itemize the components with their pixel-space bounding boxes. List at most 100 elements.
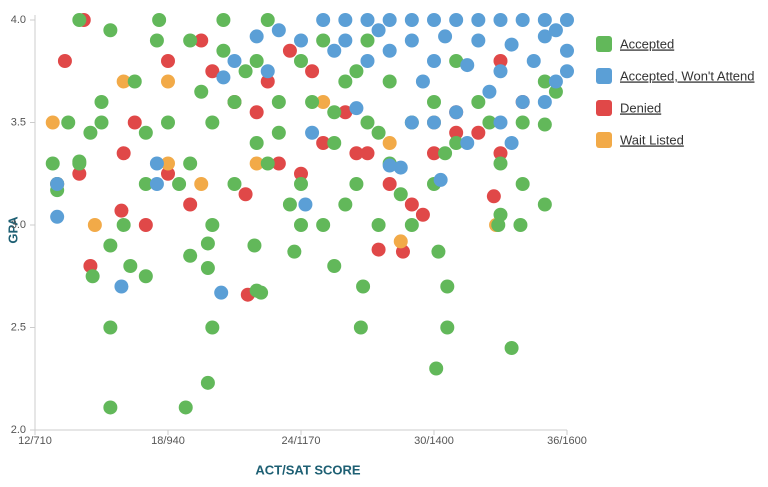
- legend-label[interactable]: Denied: [620, 100, 661, 115]
- legend-item[interactable]: Denied: [596, 100, 661, 116]
- point: [449, 13, 464, 27]
- point: [493, 146, 508, 161]
- point: [548, 84, 563, 99]
- point: [183, 197, 198, 212]
- point: [548, 74, 563, 89]
- point: [360, 33, 375, 48]
- legend-swatch: [596, 132, 612, 148]
- point: [493, 207, 508, 222]
- point: [382, 177, 397, 191]
- point: [200, 375, 215, 390]
- point: [249, 54, 264, 68]
- legend-label[interactable]: Accepted, Won't Attend: [620, 68, 755, 83]
- point: [316, 136, 331, 150]
- point: [449, 105, 464, 120]
- point: [216, 13, 231, 27]
- point: [327, 43, 342, 58]
- point: [349, 64, 364, 79]
- point: [172, 177, 187, 191]
- point: [427, 54, 441, 68]
- y-tick-label: 4.0: [11, 14, 26, 26]
- point: [526, 54, 541, 68]
- legend-swatch: [596, 100, 612, 116]
- point: [493, 115, 508, 130]
- point: [249, 136, 264, 150]
- point: [449, 54, 464, 68]
- point: [460, 136, 475, 150]
- point: [282, 43, 297, 58]
- point: [287, 244, 302, 259]
- point: [87, 218, 102, 232]
- point: [515, 177, 530, 191]
- point: [537, 29, 552, 44]
- point: [271, 125, 286, 140]
- point: [382, 158, 397, 173]
- point: [103, 320, 118, 335]
- legend-label[interactable]: Wait Listed: [620, 132, 684, 147]
- point: [45, 156, 60, 171]
- point: [360, 115, 375, 130]
- point: [356, 279, 371, 294]
- point: [316, 13, 331, 27]
- point: [327, 105, 342, 120]
- point: [338, 197, 353, 212]
- point: [427, 95, 441, 109]
- legend-item[interactable]: Accepted, Won't Attend: [596, 68, 755, 84]
- point: [471, 13, 486, 27]
- point: [404, 115, 419, 130]
- legend-item[interactable]: Accepted: [596, 36, 674, 52]
- point: [238, 187, 253, 202]
- point: [349, 101, 364, 116]
- point: [72, 166, 87, 181]
- point: [460, 58, 475, 73]
- y-tick-label: 2.0: [11, 424, 26, 436]
- point: [127, 74, 142, 89]
- point: [238, 64, 253, 79]
- point: [338, 33, 353, 48]
- point: [537, 197, 552, 212]
- point: [316, 95, 331, 109]
- point: [431, 244, 446, 259]
- point: [493, 64, 508, 79]
- point: [371, 125, 386, 140]
- point: [216, 70, 231, 85]
- point: [249, 156, 264, 171]
- point: [316, 218, 331, 232]
- point: [138, 177, 153, 191]
- legend-swatch: [596, 36, 612, 52]
- point: [200, 236, 215, 251]
- point: [116, 74, 131, 89]
- point: [183, 248, 198, 263]
- legend-label[interactable]: Accepted: [620, 36, 674, 51]
- point: [548, 23, 563, 38]
- point: [260, 64, 275, 79]
- point: [216, 43, 231, 58]
- point: [504, 37, 519, 52]
- point: [149, 177, 164, 191]
- point: [294, 54, 308, 68]
- point: [271, 23, 286, 38]
- point: [440, 320, 455, 335]
- point: [338, 13, 353, 27]
- point: [103, 23, 118, 38]
- x-tick-label: 24/1170: [282, 435, 321, 447]
- point: [433, 172, 448, 187]
- point: [427, 115, 441, 130]
- point: [227, 54, 242, 68]
- x-tick-label: 36/1600: [547, 435, 587, 447]
- point: [438, 29, 453, 44]
- point: [360, 146, 375, 161]
- point: [116, 218, 131, 232]
- point: [305, 64, 320, 79]
- point: [194, 84, 209, 99]
- point: [449, 136, 464, 150]
- point: [152, 13, 167, 27]
- point: [194, 33, 209, 48]
- point: [560, 13, 574, 27]
- point: [294, 218, 308, 232]
- point: [161, 115, 175, 130]
- legend-item[interactable]: Wait Listed: [596, 132, 684, 148]
- point: [404, 218, 419, 232]
- point: [404, 13, 419, 27]
